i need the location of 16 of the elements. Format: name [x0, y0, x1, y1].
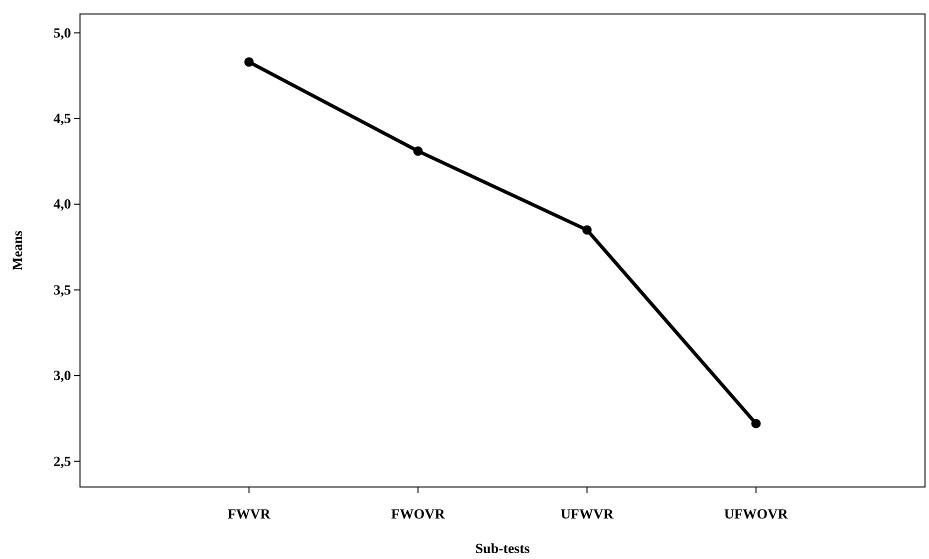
y-axis-title: Means: [11, 230, 26, 270]
x-axis-title: Sub-tests: [475, 542, 530, 557]
x-tick-label: FWOVR: [391, 507, 446, 522]
point: [244, 57, 254, 67]
y-tick-label: 2,5: [54, 454, 71, 470]
x-tick-label: FWVR: [228, 507, 272, 522]
point: [751, 418, 761, 428]
y-tick-label: 3,5: [54, 283, 71, 298]
y-tick-label: 3,0: [54, 369, 71, 384]
x-tick-label: UFWVR: [560, 507, 614, 522]
point: [582, 225, 592, 235]
y-tick-label: 4,0: [54, 198, 71, 213]
y-tick-label: 4,5: [54, 112, 71, 128]
y-tick-label: 5,0: [54, 26, 71, 42]
point: [413, 146, 423, 156]
x-tick-label: UFWOVR: [724, 507, 789, 522]
